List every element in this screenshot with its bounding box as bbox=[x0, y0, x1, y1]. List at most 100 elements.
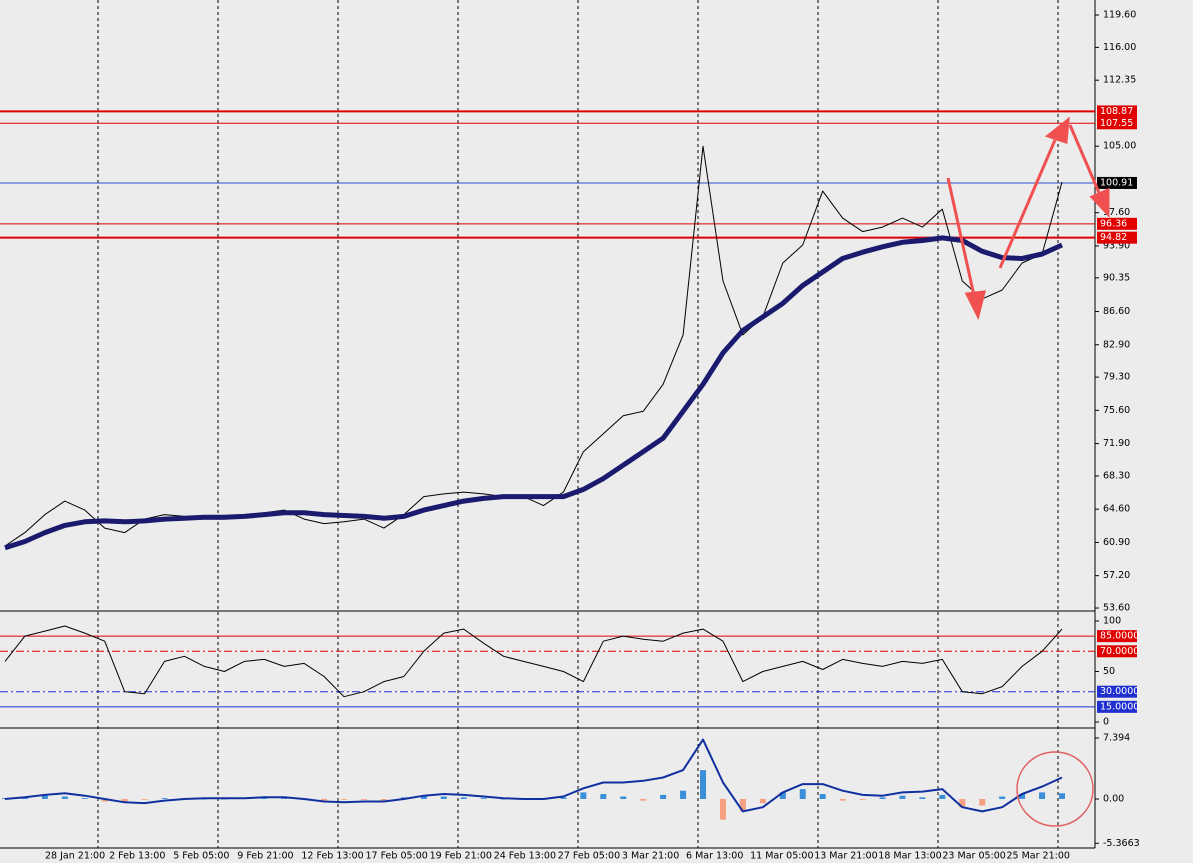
y-tick-label: 100 bbox=[1103, 615, 1121, 626]
histogram-bar bbox=[121, 798, 128, 802]
annotations bbox=[946, 116, 1110, 827]
histogram-bar bbox=[161, 798, 168, 799]
histogram-bar bbox=[839, 798, 846, 801]
x-tick-label: 6 Mar 13:00 bbox=[686, 851, 743, 862]
level-label-box bbox=[1097, 217, 1137, 230]
x-tick-label: 25 Mar 21:00 bbox=[1007, 851, 1070, 862]
histogram-bar bbox=[321, 798, 328, 801]
level-label: 70.0000 bbox=[1100, 646, 1139, 657]
level-label: 85.0000 bbox=[1100, 631, 1139, 642]
x-tick-label: 13 Mar 21:00 bbox=[814, 851, 877, 862]
level-label: 108.87 bbox=[1100, 106, 1133, 117]
histogram-bar bbox=[221, 798, 228, 800]
histogram-bar bbox=[1039, 792, 1046, 799]
histogram-bar bbox=[380, 798, 387, 801]
y-tick-label: 0.00 bbox=[1103, 793, 1124, 804]
level-label: 100.91 bbox=[1100, 177, 1133, 188]
histogram-bar bbox=[281, 798, 288, 799]
histogram-bar bbox=[460, 797, 467, 799]
histogram-bar bbox=[879, 797, 886, 799]
y-tick-label: 112.35 bbox=[1103, 75, 1136, 86]
histogram-bar bbox=[61, 796, 68, 799]
highlight-circle bbox=[1016, 751, 1094, 827]
x-tick-label: 3 Mar 21:00 bbox=[622, 851, 679, 862]
y-tick-label: 50 bbox=[1103, 666, 1115, 677]
histogram-bar bbox=[919, 797, 926, 799]
y-tick-label: 82.90 bbox=[1103, 339, 1130, 350]
histogram-bar bbox=[700, 770, 707, 799]
histogram-bar bbox=[341, 798, 348, 800]
y-tick-label: 64.60 bbox=[1103, 504, 1130, 515]
histogram-bar bbox=[420, 795, 427, 799]
histogram-bar bbox=[739, 798, 746, 812]
y-tick-label: 105.00 bbox=[1103, 141, 1136, 152]
level-label-box bbox=[1097, 685, 1137, 698]
series-line bbox=[4, 235, 1064, 551]
histogram-bar bbox=[979, 798, 986, 806]
histogram-bar bbox=[201, 798, 208, 800]
histogram-bar bbox=[1019, 794, 1026, 799]
histogram-bar bbox=[959, 798, 966, 808]
y-tick-label: 97.60 bbox=[1103, 207, 1130, 218]
level-label-box bbox=[1097, 231, 1137, 244]
x-tick-label: 2 Feb 13:00 bbox=[109, 851, 165, 862]
x-tick-label: 12 Feb 13:00 bbox=[301, 851, 363, 862]
y-tick-label: 7.394 bbox=[1103, 733, 1130, 744]
arrow bbox=[946, 177, 977, 301]
arrow-head bbox=[964, 290, 986, 321]
series-line bbox=[4, 625, 1063, 698]
level-label: 96.36 bbox=[1100, 218, 1127, 229]
histogram-bar bbox=[41, 795, 48, 799]
y-tick-label: 116.00 bbox=[1103, 42, 1136, 53]
histogram-bar bbox=[360, 798, 367, 800]
histogram-bar bbox=[600, 794, 607, 799]
histogram-bar bbox=[640, 798, 647, 801]
level-label: 107.55 bbox=[1100, 118, 1133, 129]
histogram-bar bbox=[999, 796, 1006, 799]
x-tick-label: 23 Mar 05:00 bbox=[942, 851, 1005, 862]
level-label-box bbox=[1097, 105, 1137, 118]
histogram-bar bbox=[939, 794, 946, 799]
y-tick-label: 90.35 bbox=[1103, 272, 1130, 283]
x-tick-label: 9 Feb 21:00 bbox=[237, 851, 293, 862]
level-label: 15.0000 bbox=[1100, 701, 1139, 712]
y-tick-label: 71.90 bbox=[1103, 438, 1130, 449]
histogram-bar bbox=[660, 794, 667, 799]
histogram-bar bbox=[101, 798, 108, 802]
level-label: 30.0000 bbox=[1100, 686, 1139, 697]
level-label: 94.82 bbox=[1100, 232, 1127, 243]
histogram-bar bbox=[261, 798, 268, 799]
histogram-bar bbox=[680, 790, 687, 799]
histogram-bar bbox=[620, 796, 627, 799]
x-tick-label: 28 Jan 21:00 bbox=[45, 851, 105, 862]
histogram-bar bbox=[580, 792, 587, 799]
y-tick-label: 60.90 bbox=[1103, 537, 1130, 548]
y-tick-label: 79.30 bbox=[1103, 372, 1130, 383]
y-tick-label: 75.60 bbox=[1103, 405, 1130, 416]
x-tick-label: 17 Feb 05:00 bbox=[366, 851, 428, 862]
arrow-head bbox=[1089, 187, 1110, 218]
y-tick-label: 93.90 bbox=[1103, 240, 1130, 251]
x-tick-label: 18 Mar 13:00 bbox=[878, 851, 941, 862]
level-label-box bbox=[1097, 117, 1137, 130]
histogram-bar bbox=[819, 794, 826, 799]
x-tick-label: 11 Mar 05:00 bbox=[750, 851, 813, 862]
y-tick-label: 68.30 bbox=[1103, 470, 1130, 481]
histogram-bar bbox=[141, 798, 148, 800]
x-tick-label: 19 Feb 21:00 bbox=[430, 851, 492, 862]
y-tick-label: 86.60 bbox=[1103, 306, 1130, 317]
histogram-bar bbox=[500, 798, 507, 800]
level-label-box bbox=[1097, 630, 1137, 643]
y-tick-label: 0 bbox=[1103, 716, 1109, 727]
y-tick-label: -5.3663 bbox=[1103, 838, 1140, 849]
histogram-bar bbox=[560, 797, 567, 799]
histogram-bar bbox=[859, 798, 866, 800]
histogram-bar bbox=[799, 789, 806, 799]
series-line bbox=[4, 738, 1063, 813]
arrow bbox=[1068, 124, 1102, 196]
histogram-bar bbox=[899, 795, 906, 799]
x-tick-label: 5 Feb 05:00 bbox=[173, 851, 229, 862]
y-tick-label: 57.20 bbox=[1103, 570, 1130, 581]
